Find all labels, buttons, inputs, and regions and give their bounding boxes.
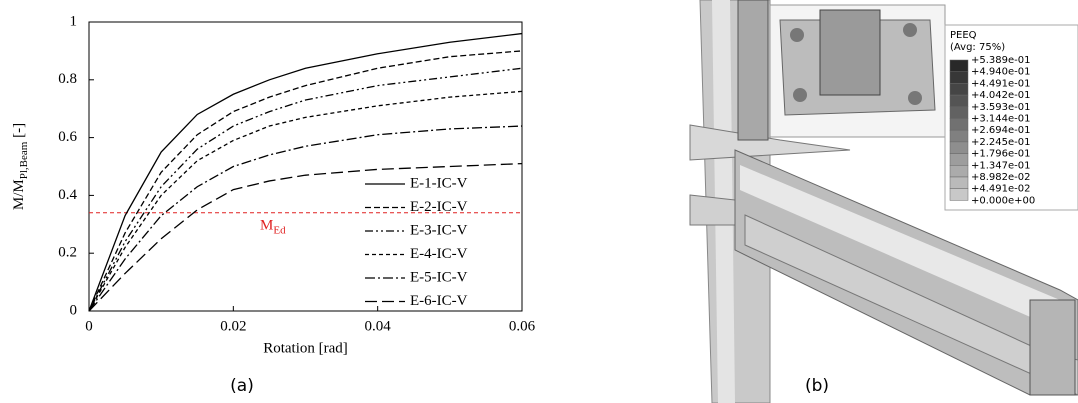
series-line — [88, 32, 523, 312]
legend-value: +2.694e-01 — [971, 125, 1031, 136]
legend-subtitle: (Avg: 75%) — [950, 42, 1005, 53]
series-line — [88, 90, 523, 312]
x-tick-label: 0.06 — [509, 318, 536, 334]
legend-label: E-6-IC-V — [410, 293, 468, 309]
threshold-label-sub: Ed — [273, 224, 286, 236]
y-tick-label: 0.4 — [58, 187, 77, 203]
legend-color — [949, 94, 969, 108]
legend-value: +3.144e-01 — [971, 114, 1031, 125]
threshold-label: MEd — [260, 218, 286, 236]
plot-frame — [88, 21, 523, 312]
legend-color — [949, 165, 969, 178]
legend-value: +3.593e-01 — [971, 102, 1031, 113]
legend-value: +5.389e-01 — [971, 55, 1031, 66]
x-axis-label: Rotation [rad] — [263, 340, 348, 356]
legend-value: +1.347e-01 — [971, 160, 1031, 171]
legend-label: E-1-IC-V — [410, 175, 468, 191]
legend-color — [949, 153, 969, 166]
legend-color — [949, 83, 969, 96]
series-line — [88, 50, 523, 312]
legend-color — [949, 188, 969, 201]
series-line — [88, 67, 523, 312]
caption: (b) — [805, 376, 829, 396]
legend-value: +2.245e-01 — [971, 137, 1031, 148]
y-tick-label: 1 — [70, 13, 78, 29]
x-tick-label: 0 — [85, 318, 93, 334]
legend-title: PEEQ — [950, 30, 977, 41]
y-tick-label: 0.6 — [58, 129, 77, 145]
caption: (a) — [230, 376, 254, 396]
y-tick-label: 0 — [70, 302, 78, 318]
legend-label: E-3-IC-V — [410, 222, 468, 238]
legend-value: +0.000e+00 — [971, 195, 1035, 206]
legend-value: +4.491e-02 — [971, 184, 1031, 195]
series-line — [88, 162, 523, 312]
series-line — [88, 125, 523, 312]
legend-label: E-4-IC-V — [410, 246, 468, 262]
y-label-suffix: [-] — [11, 123, 27, 142]
y-label-sub: Pl,Beam — [18, 141, 30, 179]
legend-label: E-2-IC-V — [410, 199, 468, 215]
legend-label: E-5-IC-V — [410, 269, 468, 285]
legend-color — [949, 118, 969, 131]
x-tick-label: 0.04 — [365, 318, 392, 334]
legend-color — [949, 106, 969, 119]
y-tick-label: 0.2 — [58, 245, 77, 261]
legend-color — [949, 129, 969, 143]
x-tick-label: 0.02 — [220, 318, 246, 334]
y-axis-label: M/MPl,Beam [-] — [11, 123, 29, 210]
y-label-main: M/M — [11, 179, 27, 210]
legend-color — [949, 71, 969, 84]
legend-color — [949, 141, 969, 154]
threshold-label-main: M — [260, 218, 273, 234]
legend-value: +4.042e-01 — [971, 90, 1031, 101]
legend-color — [949, 59, 969, 72]
legend-value: +4.491e-01 — [971, 78, 1031, 89]
legend-value: +1.796e-01 — [971, 149, 1031, 160]
legend-color — [949, 176, 969, 189]
y-tick-label: 0.8 — [58, 71, 77, 87]
legend-value: +4.940e-01 — [971, 67, 1031, 78]
legend-value: +8.982e-02 — [971, 172, 1031, 183]
